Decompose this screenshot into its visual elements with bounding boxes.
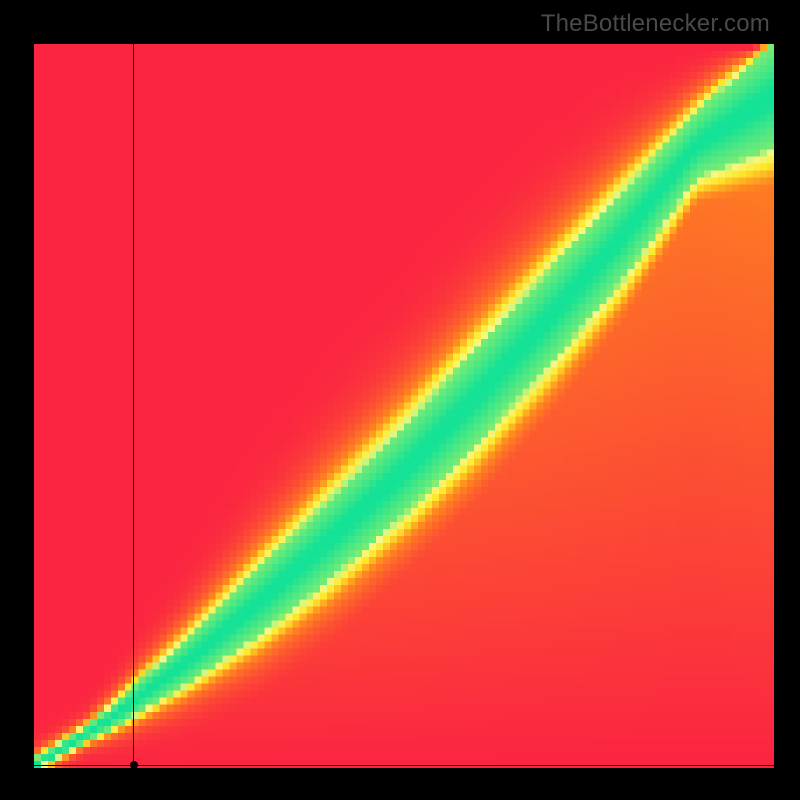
marker-dot xyxy=(130,761,138,769)
watermark-text: TheBottlenecker.com xyxy=(541,10,770,38)
heatmap-canvas xyxy=(34,44,774,768)
marker-vertical-line xyxy=(133,44,134,768)
app-frame: TheBottlenecker.com xyxy=(0,0,800,800)
marker-horizontal-line xyxy=(34,765,774,766)
bottleneck-heatmap xyxy=(34,44,774,768)
